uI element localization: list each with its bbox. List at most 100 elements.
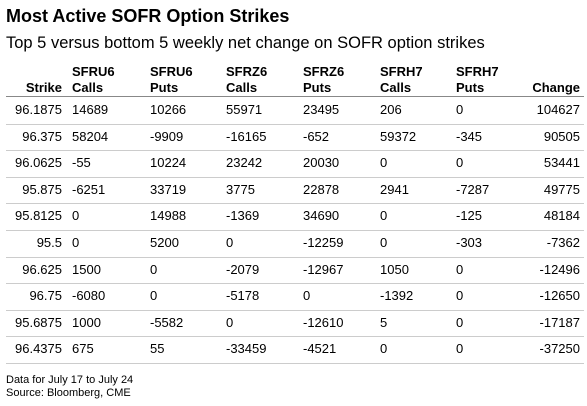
column-header: SFRU6 [72,64,115,79]
value-cell: 0 [150,288,158,304]
value-cell: 0 [72,235,80,250]
strike-cell: 96.4375 [15,341,62,357]
value-cell: 14988 [150,208,187,224]
row-rule [6,176,584,178]
value-cell: -7362 [546,235,580,250]
value-cell: 23495 [303,102,340,117]
value-cell: 10266 [150,102,187,117]
value-cell: 0 [380,235,388,250]
value-cell: 0 [456,102,464,117]
value-cell: -345 [456,128,483,144]
header-rule [6,96,584,97]
row-rule [6,150,584,152]
value-cell: 14689 [72,102,109,117]
value-cell: 10224 [150,155,187,171]
value-cell: 33719 [150,181,187,197]
strike-cell: 96.75 [29,288,62,304]
value-cell: 22878 [303,181,340,197]
column-header: SFRU6 [150,64,193,79]
value-cell: -12967 [303,261,344,277]
strike-cell: 96.1875 [15,102,62,117]
value-cell: -12259 [303,235,344,250]
value-cell: -1369 [226,208,260,224]
value-cell: 48184 [543,208,580,224]
value-cell: 0 [380,341,388,357]
value-cell: -16165 [226,128,267,144]
value-cell: -7287 [456,181,490,197]
value-cell: -125 [456,208,483,224]
value-cell: -6080 [72,288,106,304]
value-cell: -33459 [226,341,267,357]
value-cell: -37250 [539,341,580,357]
subtitle: Top 5 versus bottom 5 weekly net change … [6,34,485,52]
value-cell: 0 [150,261,158,277]
value-cell: -9909 [150,128,184,144]
value-cell: -2079 [226,261,260,277]
value-cell: -12610 [303,314,344,330]
value-cell: 5200 [150,235,179,250]
value-cell: -303 [456,235,483,250]
row-rule [6,203,584,205]
column-header: Strike [25,80,62,95]
value-cell: -4521 [303,341,337,357]
value-cell: -17187 [539,314,580,330]
value-cell: 49775 [543,181,580,197]
strike-cell: 96.375 [22,128,62,144]
value-cell: -12650 [539,288,580,304]
value-cell: 59372 [380,128,417,144]
value-cell: 5 [380,314,388,330]
value-cell: 2941 [380,181,409,197]
row-rule [6,283,584,285]
value-cell: 206 [380,102,402,117]
column-header: Puts [456,80,485,95]
row-rule [6,230,584,231]
strike-cell: 95.8125 [15,208,62,224]
value-cell: 0 [456,261,464,277]
value-cell: 0 [456,155,464,171]
footnote: Source: Bloomberg, CME [6,387,131,399]
column-header: Puts [150,80,179,95]
column-header: Calls [226,80,258,95]
value-cell: 55 [150,341,165,357]
value-cell: 90505 [543,128,580,144]
column-header: SFRZ6 [226,64,268,79]
value-cell: -6251 [72,181,106,197]
row-rule [6,123,584,125]
column-header: Puts [303,80,332,95]
value-cell: 3775 [226,181,255,197]
column-header: SFRZ6 [303,64,345,79]
value-cell: -55 [72,155,91,171]
value-cell: 1000 [72,314,101,330]
value-cell: 34690 [303,208,340,224]
value-cell: 0 [380,208,388,224]
value-cell: 104627 [536,102,580,117]
column-header: SFRH7 [456,64,499,79]
strike-cell: 95.6875 [15,314,62,330]
value-cell: 0 [72,208,80,224]
value-cell: -5582 [150,314,184,330]
value-cell: 0 [380,155,388,171]
row-rule [6,363,584,364]
value-cell: 0 [456,288,464,304]
column-header: Change [532,80,580,95]
value-cell: 0 [226,314,234,330]
strike-cell: 96.625 [22,261,62,277]
value-cell: -5178 [226,288,260,304]
value-cell: 675 [72,341,94,357]
column-header: SFRH7 [380,64,423,79]
footnote: Data for July 17 to July 24 [6,374,134,386]
value-cell: -12496 [539,261,580,277]
row-rule [6,256,584,258]
strike-cell: 95.5 [36,235,62,250]
value-cell: 0 [226,235,234,250]
strike-cell: 96.0625 [15,155,62,171]
value-cell: 0 [303,288,311,304]
value-cell: 53441 [543,155,580,171]
value-cell: -1392 [380,288,414,304]
strike-cell: 95.875 [22,181,62,197]
value-cell: -652 [303,128,330,144]
value-cell: 20030 [303,155,340,171]
value-cell: 1050 [380,261,409,277]
value-cell: 1500 [72,261,101,277]
